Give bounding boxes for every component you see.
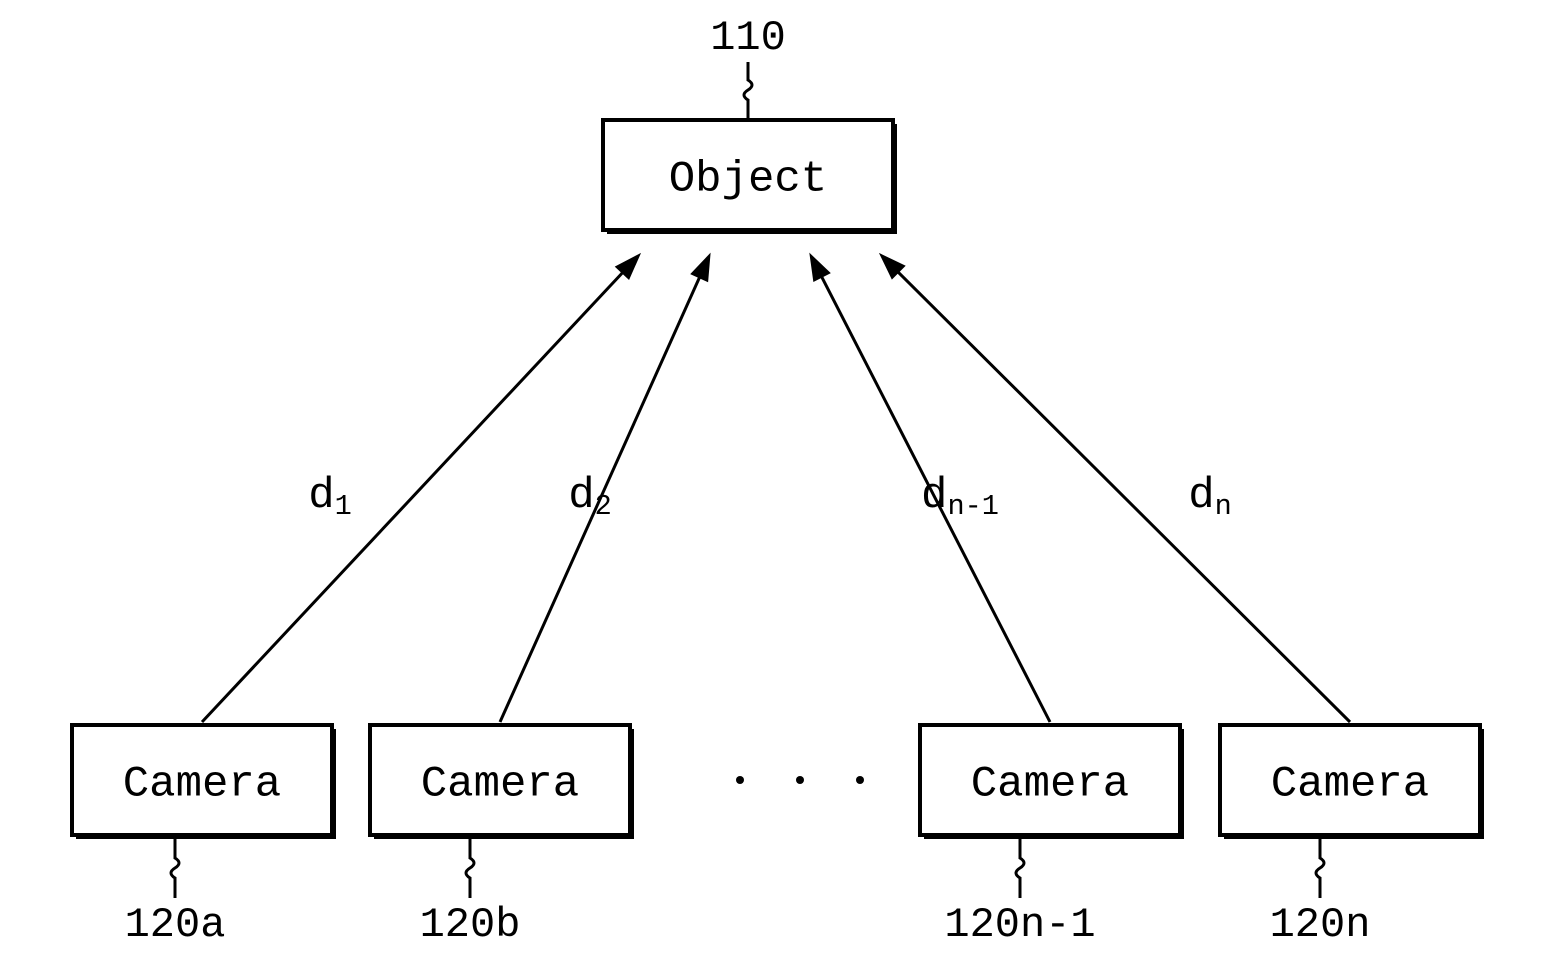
- distance-label-n: dn: [1188, 471, 1232, 523]
- camera-leadline-n-1: [1016, 838, 1024, 898]
- camera-ref-a: 120a: [125, 901, 226, 949]
- object-ref-number: 110: [710, 14, 786, 62]
- camera-leadline-n: [1316, 838, 1324, 898]
- ellipsis-dot-1: [796, 776, 804, 784]
- camera-label-n: Camera: [1271, 760, 1429, 810]
- camera-label-n-1: Camera: [971, 760, 1129, 810]
- distance-label-n-1: dn-1: [921, 471, 999, 523]
- ellipsis-dot-2: [856, 776, 864, 784]
- distance-label-a: d1: [308, 471, 352, 523]
- camera-leadline-a: [171, 838, 179, 898]
- camera-label-b: Camera: [421, 760, 579, 810]
- distance-label-b: d2: [568, 471, 612, 523]
- ellipsis-dot-0: [736, 776, 744, 784]
- diagram-canvas: 110 Object d1 Camera 120a d2 Camera 120b dn-1 Cam…: [0, 0, 1564, 969]
- arrow-n-1-head: [810, 254, 830, 281]
- camera-label-a: Camera: [123, 760, 281, 810]
- camera-ref-n-1: 120n-1: [944, 901, 1095, 949]
- camera-ref-n: 120n: [1270, 901, 1371, 949]
- camera-leadline-b: [466, 838, 474, 898]
- camera-ref-b: 120b: [420, 901, 521, 949]
- arrow-b-head: [691, 254, 710, 281]
- object-label: Object: [669, 155, 827, 205]
- object-leadline: [744, 62, 752, 118]
- arrow-a-line: [202, 265, 629, 722]
